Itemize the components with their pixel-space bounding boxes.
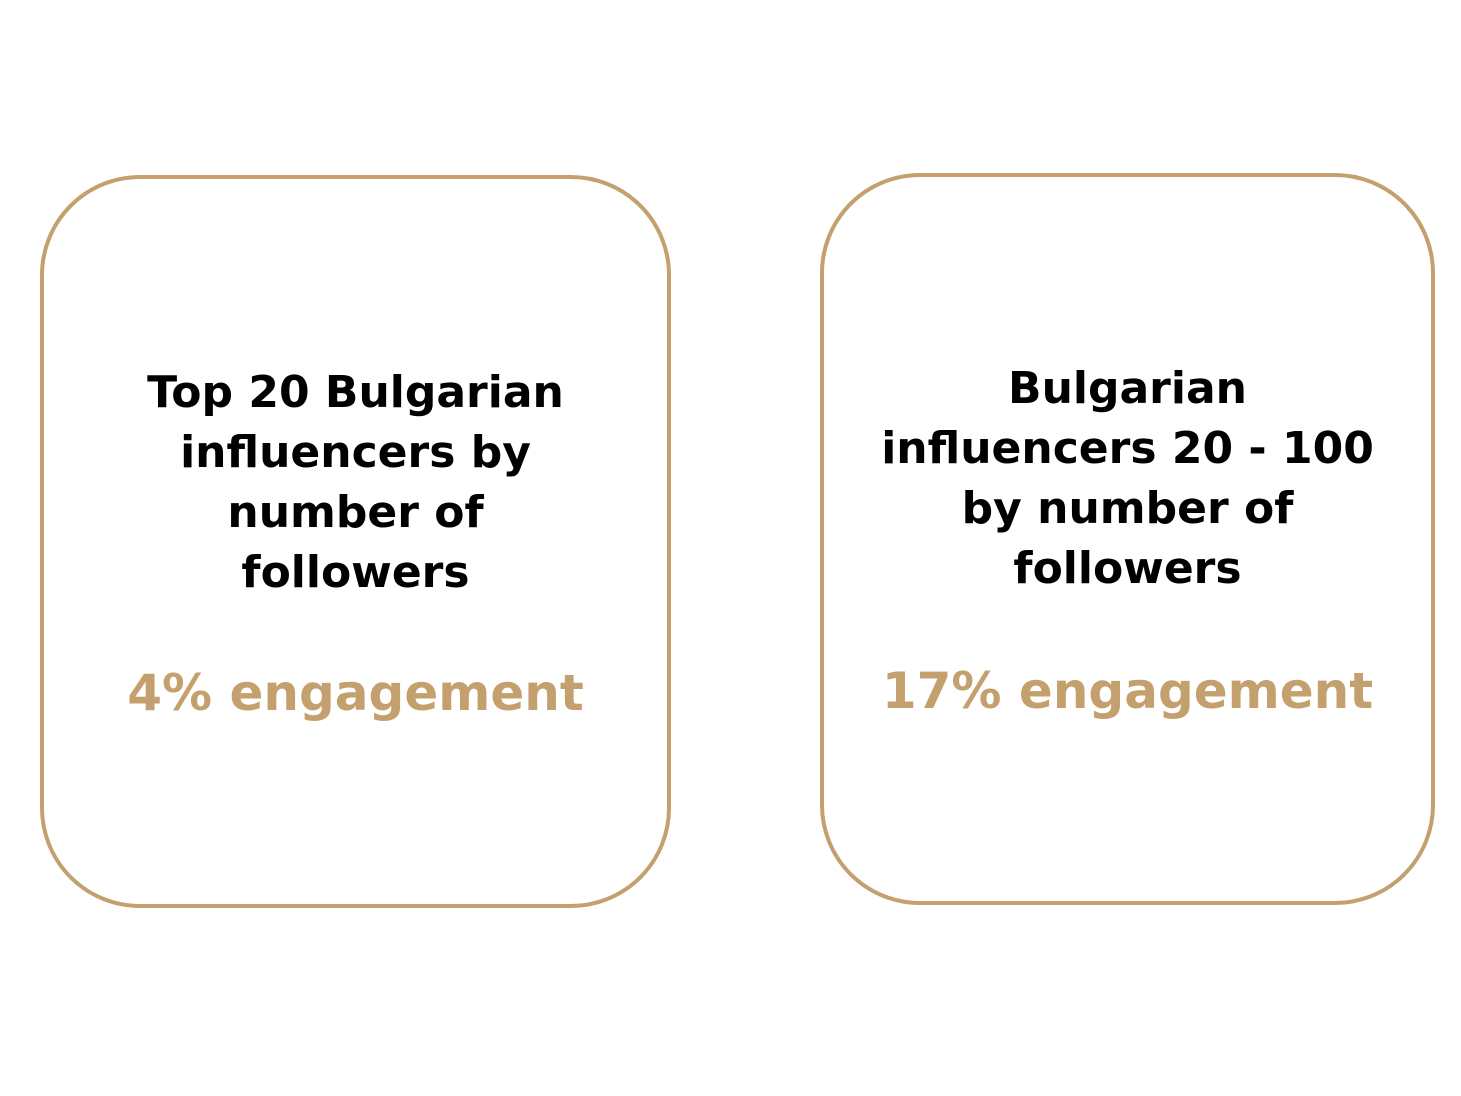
engagement-stat: 17% engagement [881,662,1374,720]
card-title: Bulgarian influencers 20 - 100 by number… [881,363,1374,594]
card-title: Top 20 Bulgarian influencers by number o… [147,367,564,598]
stat-card-top-20: Top 20 Bulgarian influencers by number o… [40,175,671,908]
stat-card-20-100: Bulgarian influencers 20 - 100 by number… [820,173,1435,905]
engagement-stat: 4% engagement [127,664,584,722]
